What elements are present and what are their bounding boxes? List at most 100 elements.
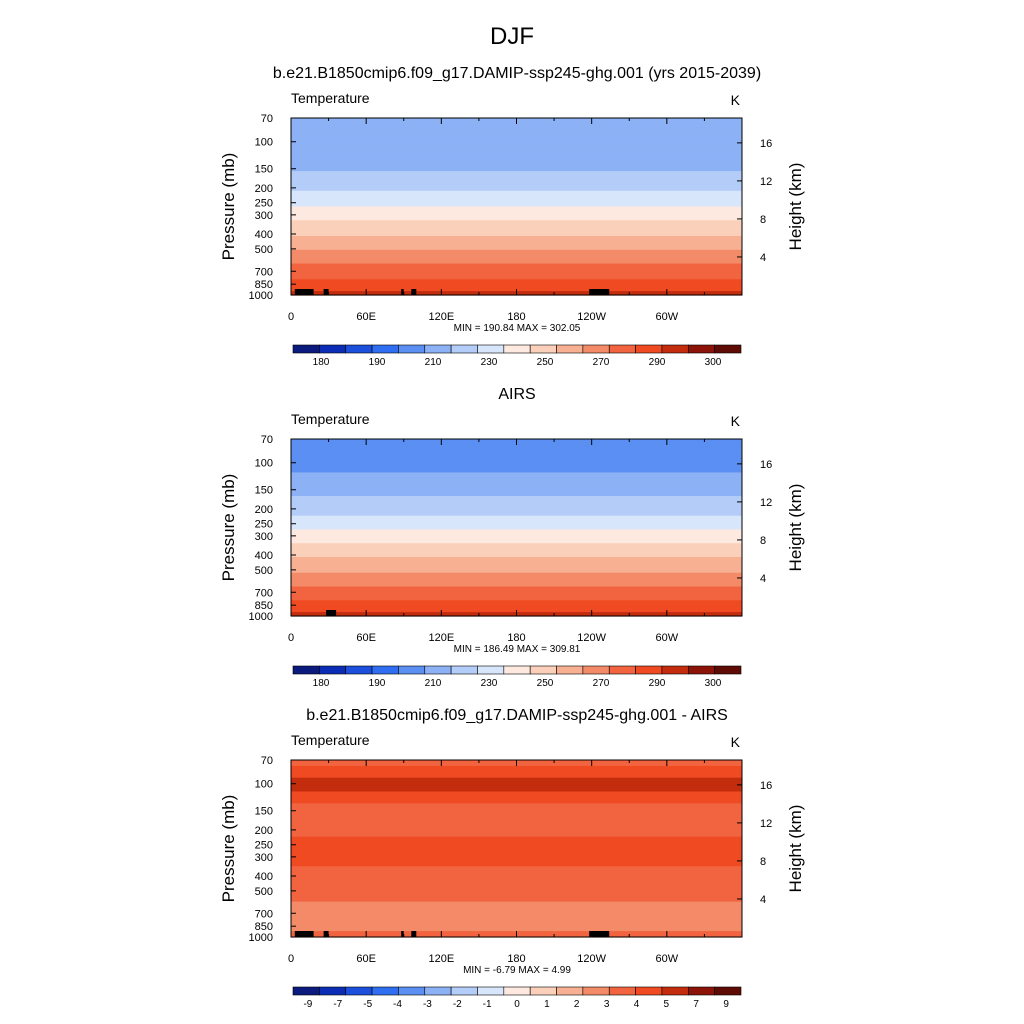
colorbar-swatch bbox=[398, 344, 426, 354]
contour-band bbox=[291, 206, 742, 210]
right-axis-label: Height (km) bbox=[786, 805, 805, 893]
contour-band bbox=[291, 277, 742, 280]
contour-band bbox=[291, 574, 742, 578]
contour-band bbox=[291, 271, 742, 274]
contour-band bbox=[291, 854, 742, 857]
panel-1: b.e21.B1850cmip6.f09_g17.DAMIP-ssp245-gh… bbox=[219, 65, 805, 368]
contour-band bbox=[291, 263, 742, 267]
colorbar-swatch bbox=[345, 344, 373, 354]
contour-band bbox=[291, 568, 742, 572]
y-tick-label: 1000 bbox=[249, 932, 273, 944]
contour-band bbox=[291, 807, 742, 810]
y-tick-label: 400 bbox=[255, 550, 273, 562]
colorbar-swatch bbox=[477, 986, 505, 996]
y-tick-label: 400 bbox=[255, 871, 273, 883]
contour-band bbox=[291, 789, 742, 793]
colorbar-label: 5 bbox=[664, 999, 670, 1010]
panel-title: AIRS bbox=[498, 386, 535, 403]
y-tick-label: 150 bbox=[255, 164, 273, 176]
x-tick-label: 0 bbox=[288, 311, 294, 323]
contour-band bbox=[291, 893, 742, 897]
contour-band bbox=[291, 448, 742, 452]
colorbar-label: 230 bbox=[481, 357, 498, 368]
contour-band bbox=[291, 159, 742, 162]
contour-band bbox=[291, 891, 742, 895]
colorbar-swatch bbox=[345, 665, 373, 675]
y-tick-label: 850 bbox=[255, 921, 273, 933]
colorbar-label: -3 bbox=[423, 999, 432, 1010]
contour-band bbox=[291, 184, 742, 188]
colorbar-swatch bbox=[582, 665, 610, 675]
colorbar-label: 0 bbox=[514, 999, 520, 1010]
colorbar-swatch bbox=[450, 986, 478, 996]
topography-mask bbox=[323, 289, 329, 295]
colorbar-swatch bbox=[661, 986, 689, 996]
colorbar-swatch bbox=[477, 665, 505, 675]
contour-band bbox=[291, 488, 742, 491]
y-tick-label: 500 bbox=[255, 565, 273, 577]
contour-band bbox=[291, 226, 742, 229]
colorbar-swatch bbox=[319, 344, 347, 354]
y-tick-label: 300 bbox=[255, 531, 273, 543]
contour-band bbox=[291, 261, 742, 265]
y-tick-label: 700 bbox=[255, 587, 273, 599]
contour-band bbox=[291, 257, 742, 261]
y-tick-label: 700 bbox=[255, 908, 273, 920]
y-tick-label: 200 bbox=[255, 504, 273, 516]
x-tick-label: 60E bbox=[356, 311, 376, 323]
contour-band bbox=[291, 228, 742, 231]
y-tick-label: 70 bbox=[261, 113, 273, 125]
right-tick-label: 16 bbox=[760, 459, 772, 471]
contour-band bbox=[291, 878, 742, 881]
contour-band bbox=[291, 836, 742, 840]
contour-band bbox=[291, 923, 742, 926]
contour-band bbox=[291, 279, 742, 282]
colorbar: -9 -7 -5 -4 -3 -2 -1 0 1 2 3 4 5 7 9 bbox=[292, 986, 742, 1010]
contour-band bbox=[291, 566, 742, 570]
contour-band bbox=[291, 492, 742, 495]
y-tick-label: 300 bbox=[255, 210, 273, 222]
contour-band bbox=[291, 517, 742, 521]
right-tick-label: 8 bbox=[760, 214, 766, 226]
colorbar-swatch bbox=[635, 986, 663, 996]
contour-band bbox=[291, 458, 742, 462]
contour-field bbox=[291, 118, 742, 296]
topography-mask bbox=[589, 931, 610, 937]
contour-band bbox=[291, 769, 742, 773]
colorbar-swatch bbox=[503, 344, 531, 354]
contour-band bbox=[291, 791, 742, 795]
contour-band bbox=[291, 911, 742, 914]
colorbar-swatch bbox=[292, 344, 320, 354]
topography-mask bbox=[294, 289, 314, 295]
contour-band bbox=[291, 519, 742, 523]
colorbar-swatch bbox=[556, 665, 584, 675]
y-tick-label: 200 bbox=[255, 183, 273, 195]
colorbar-swatch bbox=[292, 986, 320, 996]
contour-band bbox=[291, 496, 742, 499]
contour-band bbox=[291, 241, 742, 245]
contour-band bbox=[291, 143, 742, 147]
contour-band bbox=[291, 129, 742, 133]
contour-band bbox=[291, 817, 742, 820]
colorbar-swatch bbox=[608, 344, 636, 354]
contour-band bbox=[291, 452, 742, 456]
contour-band bbox=[291, 482, 742, 485]
contour-band bbox=[291, 456, 742, 460]
contour-band bbox=[291, 848, 742, 852]
contour-band bbox=[291, 805, 742, 808]
y-tick-label: 500 bbox=[255, 886, 273, 898]
contour-band bbox=[291, 137, 742, 141]
contour-band bbox=[291, 868, 742, 871]
colorbar-label: -7 bbox=[333, 999, 342, 1010]
right-tick-label: 12 bbox=[760, 818, 772, 830]
contour-band bbox=[291, 872, 742, 875]
contour-band bbox=[291, 494, 742, 497]
contour-band bbox=[291, 594, 742, 597]
contour-band bbox=[291, 535, 742, 538]
contour-band bbox=[291, 557, 742, 560]
y-tick-label: 150 bbox=[255, 806, 273, 818]
contour-band bbox=[291, 214, 742, 217]
contour-band bbox=[291, 765, 742, 769]
